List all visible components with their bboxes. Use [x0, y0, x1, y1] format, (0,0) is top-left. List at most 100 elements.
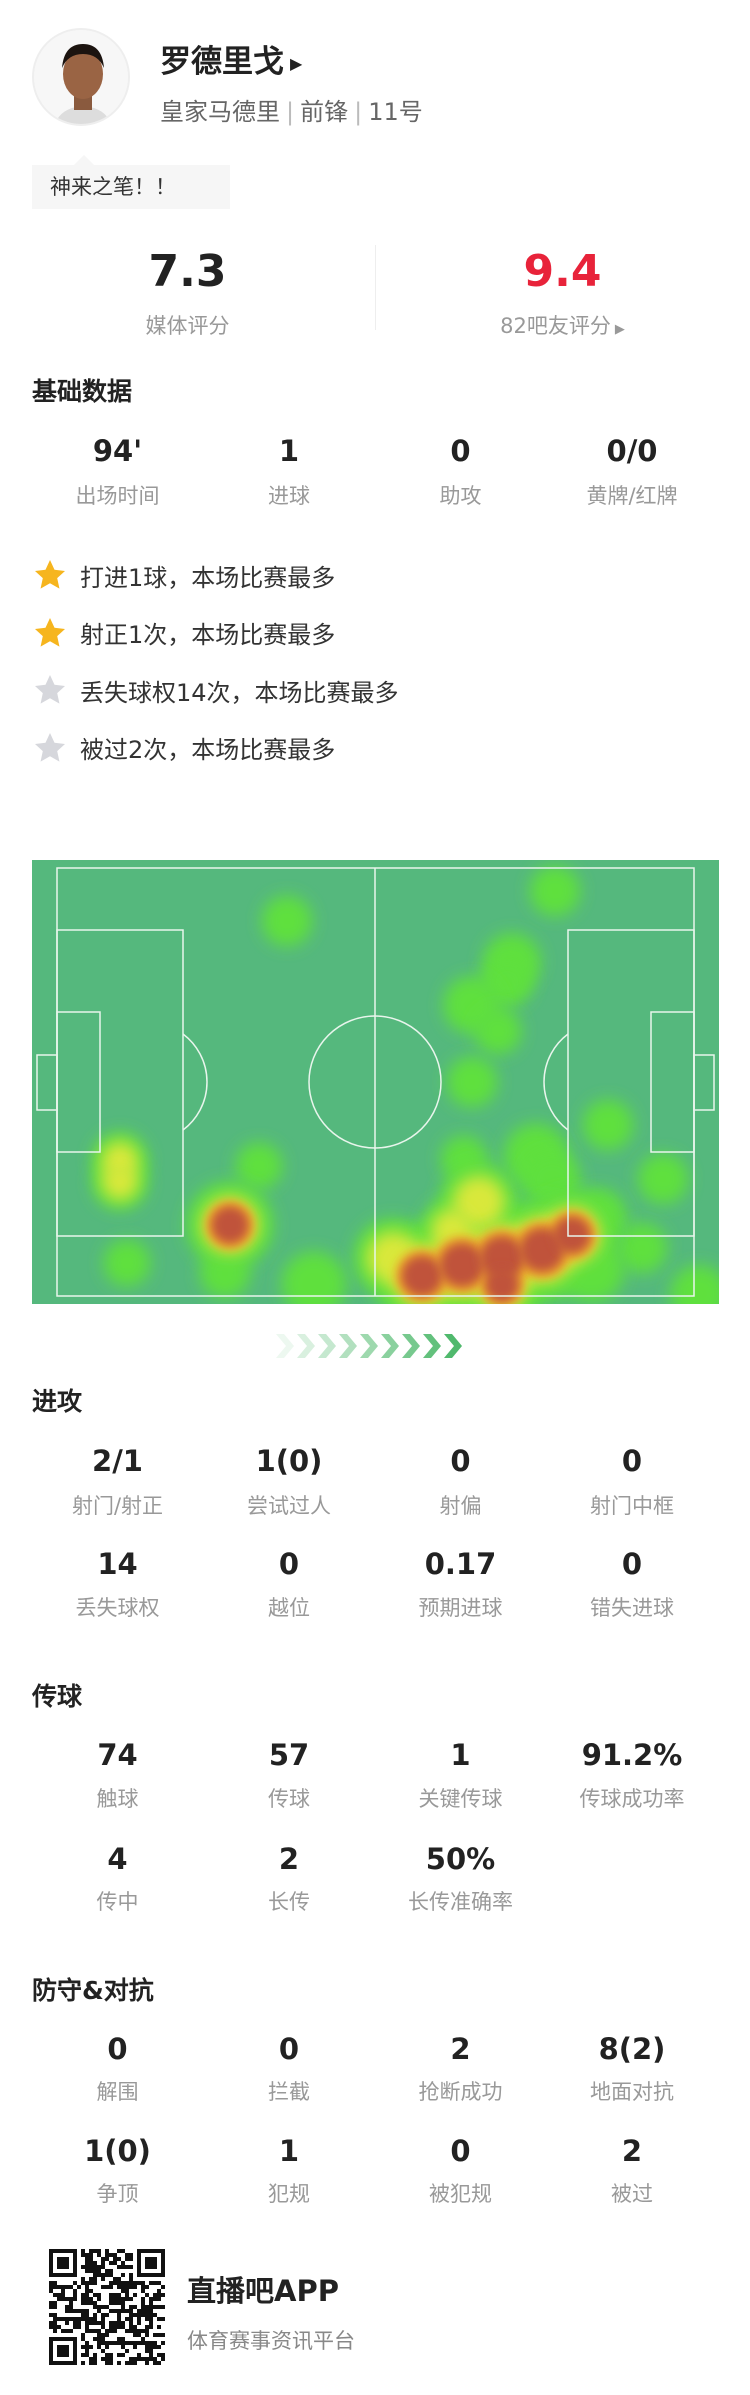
- heatmap-pitch: [32, 860, 719, 1304]
- heat-spot: [281, 1251, 347, 1304]
- team-name: 皇家马德里: [160, 98, 280, 126]
- attack-stat-label: 尝试过人: [247, 1494, 331, 1518]
- attack-stat-value: 0: [621, 1547, 643, 1581]
- chevron-right-icon: [339, 1334, 357, 1358]
- player-info: 皇家马德里 | 前锋 | 11号: [160, 98, 423, 126]
- player-name[interactable]: 罗德里戈 ▶: [160, 36, 302, 81]
- player-avatar[interactable]: [32, 28, 130, 126]
- media-rating-value: 7.3: [148, 246, 227, 297]
- highlight-item: 打进1球，本场比赛最多: [32, 557, 335, 593]
- passing-stat-value: 4: [107, 1842, 128, 1876]
- heat-spot: [474, 1007, 522, 1055]
- basic-stat-value: 1: [278, 434, 300, 468]
- defense-stat-label: 被犯规: [429, 2182, 492, 2206]
- position: 前锋: [300, 98, 349, 126]
- heat-spot: [439, 1242, 485, 1288]
- player-photo-icon: [34, 30, 128, 124]
- passing-stat-value: 2: [278, 1842, 300, 1876]
- attack-stat-label: 预期进球: [418, 1596, 503, 1620]
- heat-spot: [199, 1247, 251, 1299]
- attack-stat-value: 2/1: [92, 1444, 143, 1478]
- chevron-right-icon: [402, 1334, 420, 1358]
- defense-stat-label: 拦截: [268, 2080, 310, 2104]
- attack-direction-arrows-icon: [276, 1334, 462, 1358]
- fan-rating-label: 82吧友评分: [500, 314, 611, 338]
- chevron-right-icon: [423, 1334, 441, 1358]
- passing-stat-label: 传球: [268, 1787, 310, 1811]
- section-title-defense: 防守&对抗: [32, 1976, 154, 2005]
- chevron-right-icon: [381, 1334, 399, 1358]
- section-title-attack: 进攻: [32, 1387, 83, 1416]
- star-icon: [35, 732, 65, 762]
- defense-stat-label: 争顶: [96, 2182, 139, 2206]
- attack-stat-label: 越位: [268, 1596, 310, 1620]
- passing-stat-label: 长传准确率: [408, 1890, 513, 1914]
- heat-spot: [582, 1099, 634, 1151]
- attack-stat-label: 射偏: [439, 1494, 482, 1518]
- shirt-number: 11号: [368, 98, 423, 126]
- highlight-text: 打进1球，本场比赛最多: [80, 563, 336, 592]
- caret-right-icon: ▶: [290, 54, 303, 73]
- basic-stat-label: 出场时间: [75, 484, 160, 508]
- chevron-right-icon: [360, 1334, 378, 1358]
- defense-stat-value: 2: [450, 2032, 471, 2066]
- heat-spot: [553, 1216, 591, 1254]
- highlight-text: 丢失球权14次，本场比赛最多: [80, 678, 399, 707]
- defense-stat-label: 地面对抗: [590, 2080, 674, 2104]
- star-icon: [35, 675, 65, 704]
- heat-spot: [616, 1222, 668, 1274]
- passing-stat-value: 1: [450, 1738, 471, 1772]
- chevron-right-icon: [297, 1334, 315, 1358]
- heat-spot: [211, 1206, 249, 1244]
- heat-spot: [446, 1056, 498, 1108]
- attack-stat-label: 射门/射正: [71, 1494, 164, 1518]
- basic-stat-value: 94': [92, 434, 143, 468]
- app-name: 直播吧APP: [187, 2274, 339, 2308]
- basic-stat-label: 进球: [268, 484, 310, 508]
- defense-stat-value: 0: [450, 2134, 471, 2168]
- attack-stat-value: 0: [621, 1444, 643, 1478]
- basic-stat-value: 0/0: [606, 434, 658, 468]
- passing-stat-value: 74: [97, 1738, 138, 1772]
- passing-stat-value: 57: [268, 1738, 310, 1772]
- section-title-basic: 基础数据: [32, 377, 133, 406]
- chevron-right-icon: [276, 1334, 294, 1358]
- attack-stat-value: 14: [97, 1547, 138, 1581]
- heat-spot: [103, 1239, 151, 1287]
- passing-stat-label: 传球成功率: [579, 1787, 685, 1811]
- attack-stat-label: 错失进球: [590, 1596, 674, 1620]
- passing-stat-label: 长传: [268, 1890, 310, 1914]
- highlight-item: 丢失球权14次，本场比赛最多: [32, 672, 399, 708]
- defense-stat-value: 1(0): [84, 2134, 151, 2168]
- divider: [375, 245, 376, 330]
- app-slogan: 体育赛事资讯平台: [187, 2329, 355, 2353]
- heat-spot: [637, 1153, 689, 1205]
- highlight-text: 射正1次，本场比赛最多: [80, 621, 336, 649]
- attack-stat-label: 射门中框: [590, 1494, 674, 1518]
- heat-spot: [401, 1255, 443, 1297]
- qr-code-icon[interactable]: [49, 2249, 165, 2365]
- media-rating-label: 媒体评分: [145, 314, 230, 338]
- star-icon: [35, 560, 65, 589]
- defense-stat-value: 8(2): [598, 2032, 666, 2066]
- heat-spot: [235, 1142, 283, 1190]
- defense-stat-label: 被过: [611, 2182, 653, 2206]
- attack-stat-value: 0: [450, 1444, 471, 1478]
- chevron-right-icon: [444, 1334, 462, 1358]
- passing-stat-label: 触球: [96, 1787, 139, 1811]
- heat-spot: [529, 865, 581, 917]
- star-icon: [35, 617, 65, 647]
- fan-rating-link[interactable]: 82吧友评分 ▶: [375, 310, 750, 340]
- heat-spot: [485, 1268, 519, 1302]
- pitch-lines: [36, 867, 715, 1297]
- defense-stat-label: 抢断成功: [418, 2080, 503, 2104]
- attack-stat-value: 0: [278, 1547, 300, 1581]
- attack-stat-value: 1(0): [255, 1444, 323, 1478]
- basic-stat-label: 助攻: [439, 484, 482, 508]
- defense-stat-label: 解围: [96, 2080, 139, 2104]
- chevron-right-icon: [318, 1334, 336, 1358]
- defense-stat-label: 犯规: [268, 2182, 310, 2206]
- defense-stat-value: 0: [107, 2032, 128, 2066]
- heat-spot: [261, 895, 313, 947]
- attack-stat-label: 丢失球权: [75, 1596, 160, 1620]
